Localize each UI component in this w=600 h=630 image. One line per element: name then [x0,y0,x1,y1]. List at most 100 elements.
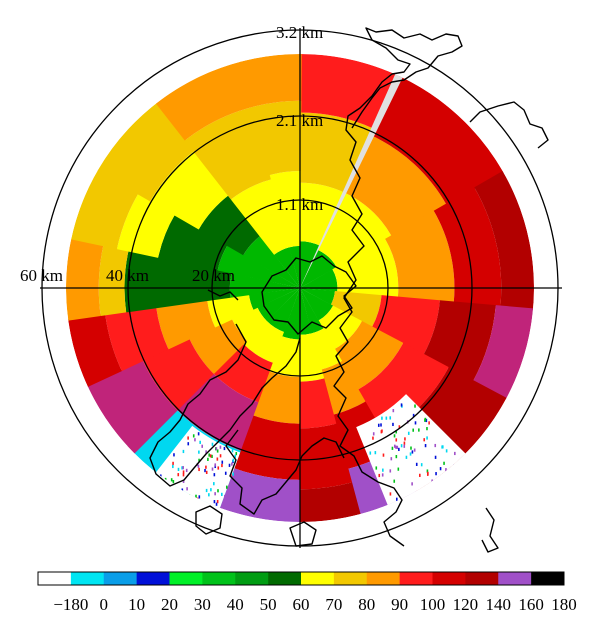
noise-speck [395,438,398,442]
radar-sector-band [334,320,404,390]
radar-sector-band [105,307,169,372]
noise-speck [195,494,197,498]
noise-speck [223,446,226,451]
noise-speck [172,464,174,469]
noise-speck [393,434,396,438]
radar-sector-band [97,102,195,202]
noise-speck [395,445,397,449]
noise-speck [454,451,456,456]
radar-sector-band [372,295,440,355]
noise-speck [221,460,224,464]
colorbar-tick-label: 20 [161,595,178,614]
radar-sector-band [299,378,337,429]
noise-speck [369,451,372,455]
noise-speck [411,450,414,454]
noise-speck [205,465,207,469]
radar-sector-band [189,319,248,375]
radar-sector-band [116,193,175,258]
noise-speck [443,461,445,465]
range-label-20km: 20 km [192,266,235,285]
noise-speck [182,479,185,483]
radar-sector-band [344,135,447,236]
radar-sector-band [230,179,290,255]
radar-sector-band [176,373,259,451]
colorbar-tick-labels: −180 0 10 20 30 40 50 60 70 80 90 100 120 140 160 180 [53,595,576,614]
noise-speck [217,489,219,493]
noise-speck [198,458,200,462]
colorbar-tick-label: −180 [53,595,88,614]
colorbar-tick-label: 10 [128,595,145,614]
noise-speck [378,473,381,478]
noise-speck [400,403,403,407]
coastline-east [333,27,463,547]
radar-sector-band [300,182,346,246]
noise-speck [409,452,412,456]
noise-speck [412,428,415,432]
radar-sector-band [332,238,399,298]
colorbar-tick-label: 180 [551,595,577,614]
noise-speck [219,454,222,458]
noise-speck [198,495,201,499]
coastline-south [225,429,345,515]
noise-speck [441,445,443,449]
noise-speck [181,466,183,470]
noise-speck [400,444,403,448]
noise-speck [232,472,234,476]
noise-speck [216,457,219,461]
noise-speck [389,416,392,420]
radar-sector-band [266,288,300,332]
radar-sector-band [274,247,300,288]
noise-speck [403,441,406,445]
colorbar-cell [103,572,137,585]
radar-sector-band [300,54,401,130]
coastline-northeast [469,101,549,149]
radar-sector-band [207,294,254,328]
noise-speck [424,417,427,421]
noise-speck [445,449,448,453]
noise-speck [412,413,415,418]
radar-sector-band [474,171,534,311]
noise-speck [389,469,392,473]
noise-speck [425,485,428,489]
noise-speck [201,444,203,448]
radar-sector-band [300,112,376,193]
noise-speck [205,488,208,493]
radar-sector-band [298,482,361,522]
noise-speck [235,452,238,456]
noise-speck [389,492,392,496]
colorbar-cell [531,572,565,585]
island-south-1 [195,505,223,535]
noise-speck [420,463,423,467]
colorbar-cell [465,572,499,585]
noise-speck [182,449,185,454]
colorbar-cell [70,572,105,585]
noise-speck [392,409,395,413]
colorbar-tick-label: 90 [391,595,408,614]
altitude-labels: 3.2 km 2.1 km 1.1 km [276,23,323,214]
noise-speck [186,487,188,491]
radar-sector-band [298,423,353,490]
noise-speck [194,438,196,442]
radar-sector-band [371,75,504,205]
noise-speck [198,450,200,454]
noise-speck [216,449,219,453]
noise-speck [418,428,420,432]
radar-sector-band [299,288,313,335]
noise-speck [415,462,418,466]
noise-speck [187,436,189,440]
colorbar-tick-label: 160 [518,595,544,614]
noise-speck [211,454,213,459]
noise-speck [398,425,401,429]
noise-speck [398,447,400,452]
noise-speck [215,447,218,451]
range-labels: 60 km 40 km 20 km [20,266,235,285]
radar-sector-band [269,336,300,377]
noise-speck [434,455,437,459]
colorbar-tick-label: 80 [358,595,375,614]
colorbar-cell [498,572,532,585]
noise-speck [377,423,380,427]
colorbar-tick-label: 60 [293,595,310,614]
noise-speck [413,448,416,452]
noise-speck [198,467,200,472]
